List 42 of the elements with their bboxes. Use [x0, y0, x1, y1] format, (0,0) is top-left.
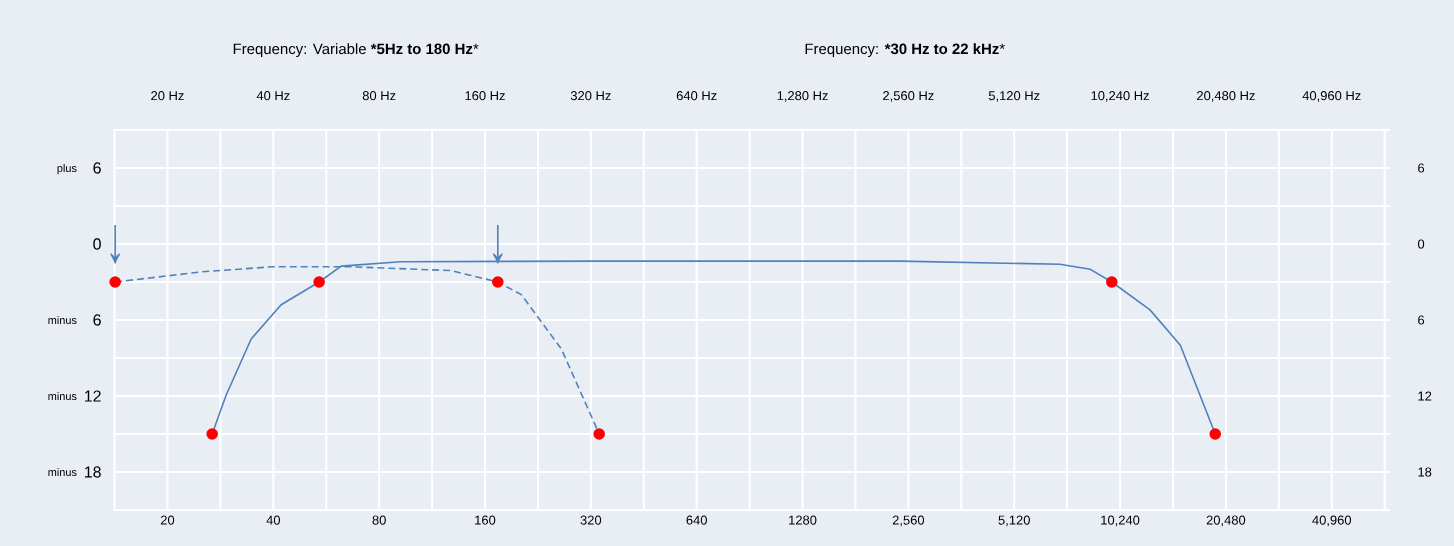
- text: 80 Hz: [362, 91, 396, 101]
- text: plus: [57, 164, 77, 175]
- y-tick-label: 6: [93, 162, 101, 174]
- y2-tick-label: 6: [1418, 315, 1425, 325]
- text: 10,240 Hz: [1091, 91, 1149, 102]
- y-tick-label: 12: [85, 390, 101, 402]
- text: minus: [48, 316, 77, 325]
- x-tick-label: 80: [372, 515, 386, 525]
- annotation: ↓: [493, 224, 503, 264]
- text: 640 Hz: [676, 91, 717, 101]
- x-tick-label: 20,480: [1206, 515, 1246, 527]
- x-tick-label: 320: [580, 515, 602, 525]
- x-tick-label: 1280: [789, 515, 817, 525]
- x-tick-label: 40: [266, 515, 281, 525]
- annotation: ↓: [110, 224, 120, 264]
- text: 20,480 Hz: [1197, 91, 1255, 102]
- text: 40 Hz: [256, 91, 290, 101]
- y2-tick-label: 6: [1418, 163, 1425, 173]
- x-tick-label: 5,120: [998, 515, 1030, 527]
- text: 2,560 Hz: [883, 91, 934, 102]
- y2-tick-label: 18: [1418, 467, 1432, 477]
- chart-subtitle: Frequency: *30 Hz to 22 kHz*: [805, 43, 1005, 58]
- text: 160 Hz: [465, 91, 505, 101]
- y2-tick-label: 12: [1418, 391, 1432, 401]
- text: 20 Hz: [151, 91, 184, 101]
- x-tick-label: 640: [686, 515, 707, 525]
- y-tick-label: 18: [85, 466, 101, 478]
- text: minus: [48, 392, 77, 401]
- x-tick-label: 160: [475, 515, 496, 525]
- x-tick-label: 2,560: [892, 515, 925, 527]
- x-tick-label: 10,240: [1101, 515, 1140, 527]
- text: 320 Hz: [570, 91, 611, 101]
- y-tick-label: 6: [93, 314, 101, 326]
- x-tick-label: 40,960: [1312, 515, 1352, 527]
- text: 5,120 Hz: [988, 91, 1040, 102]
- text: minus: [48, 468, 77, 477]
- text: 1,280 Hz: [777, 91, 828, 102]
- y-tick-label: 0: [93, 238, 101, 250]
- chart-title: Frequency: Variable *5Hz to 180 Hz*: [233, 43, 479, 58]
- text: 40,960 Hz: [1302, 91, 1361, 102]
- y2-tick-label: 0: [1417, 239, 1425, 249]
- x-tick-label: 20: [160, 515, 175, 525]
